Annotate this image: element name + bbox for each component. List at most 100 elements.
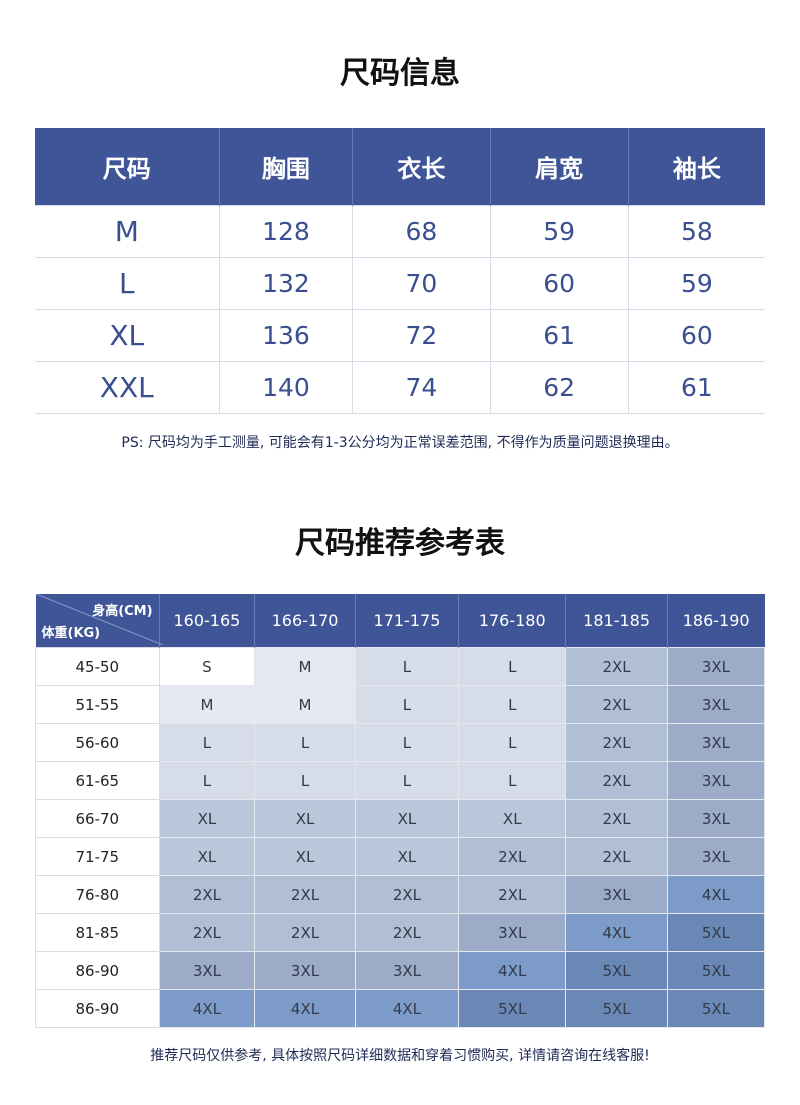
table-row: 86-90 4XL 4XL 4XL 5XL 5XL 5XL: [35, 989, 766, 1028]
height-range-header: 181-185: [565, 594, 668, 648]
recommended-size-cell: 3XL: [254, 951, 356, 990]
recommended-size-cell: 5XL: [666, 913, 766, 952]
recommended-size-cell: 2XL: [354, 913, 460, 952]
table-row: 66-70 XL XL XL XL 2XL 3XL: [35, 799, 766, 838]
recommended-size-cell: 2XL: [254, 875, 356, 914]
size-info-title: 尺码信息: [340, 56, 460, 91]
recommended-size-cell: XL: [354, 799, 460, 838]
measurement-cell: 128: [218, 205, 354, 258]
weight-axis-label: 体重(KG): [41, 626, 101, 641]
measurement-cell: 68: [352, 205, 491, 258]
measurement-cell: 62: [489, 361, 629, 414]
size-info-header-cell: 袖长: [628, 128, 765, 206]
recommended-size-cell: XL: [254, 799, 356, 838]
height-range-header: 186-190: [667, 594, 765, 648]
recommended-size-cell: L: [158, 761, 256, 800]
recommended-size-cell: 3XL: [565, 875, 668, 914]
recommended-size-cell: 3XL: [666, 837, 766, 876]
table-row: 45-50 S M L L 2XL 3XL: [35, 647, 766, 686]
recommended-size-cell: M: [254, 647, 356, 686]
weight-range-cell: 86-90: [35, 951, 160, 990]
recommended-size-cell: 3XL: [666, 723, 766, 762]
weight-range-cell: 51-55: [35, 685, 160, 724]
measurement-cell: 70: [352, 257, 491, 310]
recommended-size-cell: 2XL: [565, 647, 668, 686]
recommended-size-cell: 2XL: [458, 875, 567, 914]
measurement-cell: 140: [218, 361, 354, 414]
measurement-cell: 58: [627, 205, 765, 258]
recommended-size-cell: 2XL: [565, 799, 668, 838]
recommended-size-cell: 3XL: [458, 913, 567, 952]
recommended-size-cell: L: [458, 761, 567, 800]
recommended-size-cell: L: [254, 761, 356, 800]
recommended-size-cell: 3XL: [666, 685, 766, 724]
table-row: 81-85 2XL 2XL 2XL 3XL 4XL 5XL: [35, 913, 766, 952]
weight-range-cell: 76-80: [35, 875, 160, 914]
recommended-size-cell: L: [458, 723, 567, 762]
measurement-cell: 72: [352, 309, 491, 362]
recommended-size-cell: 3XL: [666, 799, 766, 838]
weight-range-cell: 71-75: [35, 837, 160, 876]
recommended-size-cell: 2XL: [458, 837, 567, 876]
recommended-size-cell: 3XL: [354, 951, 460, 990]
table-row: 76-80 2XL 2XL 2XL 2XL 3XL 4XL: [35, 875, 766, 914]
size-info-table: 尺码 胸围 衣长 肩宽 袖长 M 128 68 59 58 L 132 70 60 59 XL 136 72 61…: [35, 128, 765, 414]
recommended-size-cell: 5XL: [666, 989, 766, 1028]
table-row: 61-65 L L L L 2XL 3XL: [35, 761, 766, 800]
recommended-size-cell: XL: [458, 799, 567, 838]
recommend-title: 尺码推荐参考表: [295, 526, 505, 561]
recommended-size-cell: 2XL: [565, 723, 668, 762]
recommended-size-cell: 2XL: [158, 875, 256, 914]
recommended-size-cell: 3XL: [666, 647, 766, 686]
recommended-size-cell: M: [158, 685, 256, 724]
weight-range-cell: 81-85: [35, 913, 160, 952]
table-row: M 128 68 59 58: [35, 205, 765, 258]
measurement-cell: 74: [352, 361, 491, 414]
recommended-size-cell: L: [458, 647, 567, 686]
recommended-size-cell: 2XL: [565, 837, 668, 876]
recommended-size-cell: S: [158, 647, 256, 686]
measurement-note: PS: 尺码均为手工测量, 可能会有1-3公分均为正常误差范围, 不得作为质量问…: [121, 435, 679, 451]
recommended-size-cell: 3XL: [158, 951, 256, 990]
size-info-header-cell: 胸围: [219, 128, 354, 206]
recommended-size-cell: L: [254, 723, 356, 762]
table-row: 56-60 L L L L 2XL 3XL: [35, 723, 766, 762]
measurement-cell: 61: [627, 361, 765, 414]
recommended-size-cell: XL: [254, 837, 356, 876]
size-info-header-cell: 尺码: [35, 128, 220, 206]
table-row: XXL 140 74 62 61: [35, 361, 765, 414]
weight-range-cell: 61-65: [35, 761, 160, 800]
recommended-size-cell: 5XL: [458, 989, 567, 1028]
recommended-size-cell: L: [354, 723, 460, 762]
recommended-size-cell: 4XL: [254, 989, 356, 1028]
recommended-size-cell: L: [458, 685, 567, 724]
measurement-cell: 60: [627, 309, 765, 362]
size-label-cell: M: [35, 205, 220, 258]
recommended-size-cell: 4XL: [565, 913, 668, 952]
recommended-size-cell: L: [354, 647, 460, 686]
recommended-size-cell: 2XL: [254, 913, 356, 952]
weight-range-cell: 45-50: [35, 647, 160, 686]
recommend-note: 推荐尺码仅供参考, 具体按照尺码详细数据和穿着习惯购买, 详情请咨询在线客服!: [150, 1048, 650, 1064]
height-range-header: 176-180: [458, 594, 567, 648]
height-range-header: 171-175: [355, 594, 460, 648]
size-recommend-table: 身高(CM) 体重(KG) 160-165 166-170 171-175 176-1…: [35, 594, 766, 1028]
recommended-size-cell: M: [254, 685, 356, 724]
recommended-size-cell: L: [158, 723, 256, 762]
recommend-header-row: 身高(CM) 体重(KG) 160-165 166-170 171-175 176-1…: [35, 594, 765, 648]
recommended-size-cell: XL: [354, 837, 460, 876]
weight-range-cell: 56-60: [35, 723, 160, 762]
weight-range-cell: 86-90: [35, 989, 160, 1028]
recommended-size-cell: 2XL: [565, 761, 668, 800]
recommended-size-cell: XL: [158, 799, 256, 838]
recommended-size-cell: 4XL: [666, 875, 766, 914]
recommended-size-cell: 2XL: [158, 913, 256, 952]
table-row: 51-55 M M L L 2XL 3XL: [35, 685, 766, 724]
height-range-header: 166-170: [254, 594, 356, 648]
recommended-size-cell: 3XL: [666, 761, 766, 800]
table-row: L 132 70 60 59: [35, 257, 765, 310]
recommended-size-cell: 5XL: [666, 951, 766, 990]
recommended-size-cell: L: [354, 761, 460, 800]
size-info-header-cell: 肩宽: [490, 128, 629, 206]
